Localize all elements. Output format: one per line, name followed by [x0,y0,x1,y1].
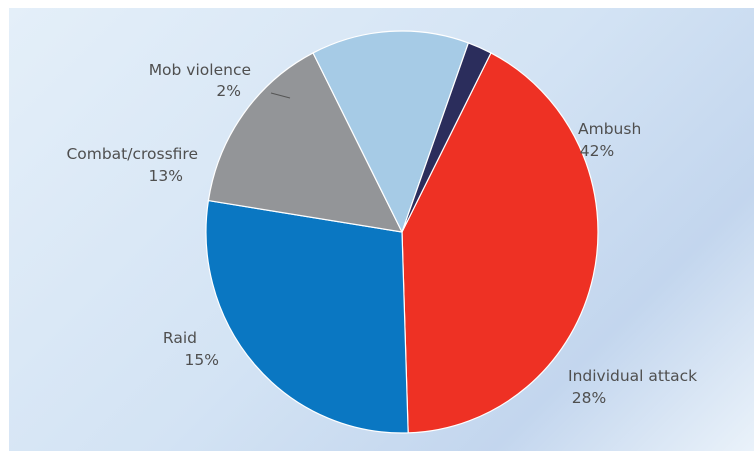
label-individual-attack-value: 28% [572,389,606,407]
pie-slices [205,30,599,434]
label-ambush-value: 42% [580,142,614,160]
label-ambush-name: Ambush [578,120,641,138]
label-combat-crossfire-value: 13% [149,167,183,185]
mob-violence-leader-line [270,92,291,99]
pie-slice-individual-attack [205,199,409,434]
pie-slice-raid [207,52,403,233]
label-raid-name: Raid [163,329,197,347]
label-mob-violence-name: Mob violence [149,61,251,79]
slice-labels: Ambush 42% Individual attack 28% Raid 15… [66,61,697,407]
label-combat-crossfire-name: Combat/crossfire [66,145,198,163]
pie-slice-combat-crossfire [312,30,469,233]
label-raid-value: 15% [185,351,219,369]
label-mob-violence-value: 2% [216,82,241,100]
pie-chart: Ambush 42% Individual attack 28% Raid 15… [66,30,697,434]
pie-slice-mob-violence [401,42,492,233]
label-individual-attack-name: Individual attack [568,367,697,385]
pie-slice-ambush [401,52,599,434]
chart-frame: Ambush 42% Individual attack 28% Raid 15… [9,8,754,451]
